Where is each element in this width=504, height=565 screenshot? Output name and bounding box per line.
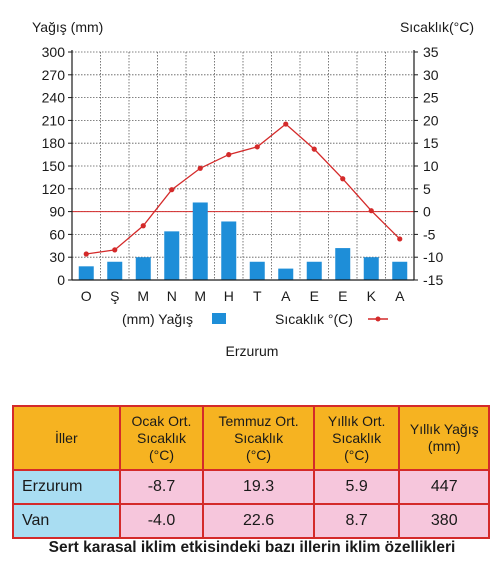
right-axis-title: Sıcaklık(°C) — [400, 19, 474, 35]
temp-point — [340, 176, 346, 182]
city-name: Van — [12, 503, 121, 539]
left-tick-label: 240 — [42, 90, 66, 106]
temp-point — [169, 187, 175, 193]
table-cell: -8.7 — [118, 469, 205, 505]
climate-chart: Yağış (mm) Sıcaklık(°C) 0306090120150180… — [32, 19, 474, 327]
table-cell: -4.0 — [118, 503, 205, 539]
right-tick-label: -10 — [423, 249, 443, 265]
temp-point — [83, 251, 89, 257]
right-tick-label: -5 — [423, 226, 436, 242]
table-cell: 19.3 — [202, 469, 315, 505]
month-label: E — [338, 288, 347, 304]
table-cell: 8.7 — [312, 503, 401, 539]
month-label: N — [167, 288, 177, 304]
precip-bar — [392, 261, 408, 280]
chart-caption: Erzurum — [225, 343, 279, 359]
header-jul-temp: Temmuz Ort. Sıcaklık (°C) — [202, 405, 315, 471]
temp-point — [197, 165, 203, 171]
left-tick-label: 120 — [42, 181, 66, 197]
legend-temp-label: Sıcaklık °(C) — [275, 311, 353, 327]
temp-polyline — [86, 123, 401, 255]
temp-point — [140, 223, 146, 229]
month-label: M — [137, 288, 149, 304]
bottom-title: Sert karasal iklim etkisindeki bazı ille… — [48, 539, 456, 556]
right-tick-label: 30 — [423, 67, 439, 83]
city-name: Erzurum — [12, 469, 121, 505]
table-row: Van -4.0 22.6 8.7 380 — [12, 503, 490, 539]
precip-bar — [164, 231, 180, 280]
axes — [68, 50, 418, 281]
precip-bar — [192, 202, 208, 280]
left-tick-label: 300 — [42, 44, 66, 60]
precipitation-bars — [78, 202, 408, 280]
precip-bar — [135, 257, 151, 280]
month-label: A — [395, 288, 405, 304]
table-row: Erzurum -8.7 19.3 5.9 447 — [12, 469, 490, 505]
left-tick-label: 60 — [49, 226, 65, 242]
left-tick-label: 210 — [42, 112, 66, 128]
table-cell: 447 — [398, 469, 490, 505]
right-tick-label: -15 — [423, 272, 443, 288]
legend-precip-label: (mm) Yağış — [122, 311, 193, 327]
precip-bar — [221, 221, 237, 280]
left-tick-label: 180 — [42, 135, 66, 151]
left-tick-label: 0 — [57, 272, 65, 288]
precip-bar — [78, 266, 94, 280]
temp-point — [311, 146, 317, 152]
header-jan-temp: Ocak Ort. Sıcaklık (°C) — [118, 405, 205, 471]
temp-point — [112, 247, 118, 253]
precip-bar — [335, 248, 351, 280]
right-tick-label: 35 — [423, 44, 439, 60]
left-axis-title: Yağış (mm) — [32, 19, 103, 35]
header-annual-temp: Yıllık Ort. Sıcaklık (°C) — [312, 405, 401, 471]
month-label: M — [194, 288, 206, 304]
month-label: Ş — [110, 288, 119, 304]
temp-point — [397, 236, 403, 242]
right-tick-label: 25 — [423, 90, 439, 106]
month-label: H — [224, 288, 234, 304]
table-cell: 380 — [398, 503, 490, 539]
precip-bar — [249, 261, 265, 280]
right-tick-label: 15 — [423, 135, 439, 151]
month-label: K — [367, 288, 377, 304]
temp-point — [283, 121, 289, 127]
temp-point — [254, 144, 260, 150]
precip-bar — [107, 261, 123, 280]
left-tick-label: 270 — [42, 67, 66, 83]
month-label: T — [253, 288, 262, 304]
precip-bar — [278, 268, 294, 280]
right-tick-label: 5 — [423, 181, 431, 197]
precip-bar — [306, 261, 322, 280]
header-cities: İller — [12, 405, 121, 471]
left-tick-label: 90 — [49, 204, 65, 220]
temp-point — [226, 152, 232, 158]
legend-temp-marker — [375, 316, 381, 322]
legend: (mm) Yağış Sıcaklık °(C) — [122, 311, 388, 327]
climate-table: İller Ocak Ort. Sıcaklık (°C) Temmuz Ort. S… — [12, 405, 490, 539]
legend-precip-swatch — [212, 313, 226, 324]
precip-bar — [363, 257, 379, 280]
month-label: A — [281, 288, 291, 304]
table-cell: 5.9 — [312, 469, 401, 505]
temp-point — [368, 208, 374, 214]
table-header-row: İller Ocak Ort. Sıcaklık (°C) Temmuz Ort. S… — [12, 405, 490, 471]
grid — [72, 51, 414, 281]
month-label: E — [310, 288, 319, 304]
month-label: O — [81, 288, 92, 304]
tick-labels: 0 30 60 90 120 150 180 210 240 270 300 -15 -10 -5 0 5 10… — [42, 44, 444, 304]
temperature-line — [83, 121, 403, 257]
header-annual-precip: Yıllık Yağış (mm) — [398, 405, 490, 471]
right-tick-label: 20 — [423, 112, 439, 128]
left-tick-label: 150 — [42, 158, 66, 174]
right-tick-label: 0 — [423, 204, 431, 220]
left-tick-label: 30 — [49, 249, 65, 265]
right-tick-label: 10 — [423, 158, 439, 174]
table-cell: 22.6 — [202, 503, 315, 539]
